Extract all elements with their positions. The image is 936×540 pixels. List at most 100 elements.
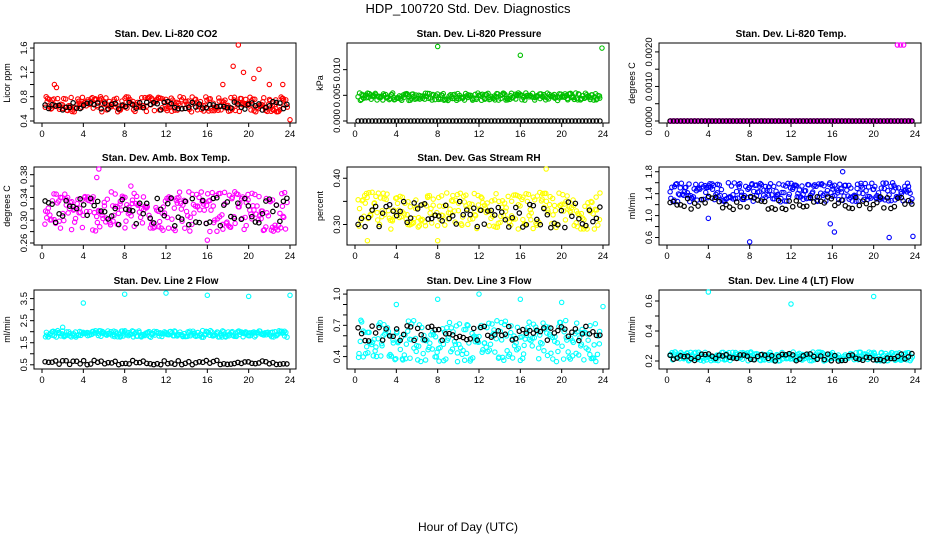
secondary-point — [435, 118, 442, 124]
secondary-point — [530, 330, 537, 336]
outlier-point — [788, 301, 794, 307]
secondary-point — [905, 197, 912, 204]
data-point — [47, 212, 53, 218]
panel-y-label: degrees C — [627, 62, 637, 104]
data-point — [243, 222, 249, 229]
data-point — [765, 192, 772, 199]
data-point — [174, 200, 181, 206]
secondary-point — [849, 118, 856, 124]
secondary-point — [891, 203, 898, 210]
secondary-point — [730, 118, 736, 124]
outlier-point — [705, 215, 712, 222]
plot-frame — [33, 166, 297, 246]
x-tick-label: 8 — [122, 375, 127, 386]
secondary-point — [418, 331, 424, 338]
secondary-point — [569, 118, 575, 124]
secondary-point — [365, 338, 372, 344]
secondary-point — [418, 118, 424, 124]
secondary-point — [143, 200, 150, 207]
data-point — [281, 189, 288, 196]
panel-y-label: ml/min — [627, 316, 637, 343]
data-point — [374, 209, 380, 216]
data-point — [93, 213, 100, 220]
y-tick-label: 2.5 — [19, 314, 30, 327]
secondary-point — [221, 202, 227, 208]
secondary-point — [814, 118, 821, 124]
data-point — [463, 350, 470, 357]
plot-frame — [658, 166, 922, 246]
x-tick-label: 4 — [81, 129, 86, 140]
data-point — [463, 192, 469, 198]
secondary-point — [119, 360, 125, 367]
outlier-point — [434, 296, 441, 303]
data-point — [222, 97, 228, 103]
data-point — [443, 190, 450, 196]
x-tick-label: 8 — [747, 129, 752, 140]
secondary-point — [548, 325, 554, 331]
x-tick-label: 20 — [868, 129, 879, 140]
data-point — [513, 347, 520, 353]
data-point — [543, 190, 549, 197]
x-tick-label: 8 — [435, 251, 440, 262]
x-tick-label: 16 — [827, 129, 838, 140]
secondary-point — [667, 352, 673, 359]
x-tick-label: 0 — [39, 251, 44, 262]
secondary-point — [849, 205, 856, 212]
data-point — [786, 191, 793, 198]
outlier-point — [53, 84, 60, 91]
secondary-point — [562, 118, 568, 124]
secondary-point — [895, 195, 901, 201]
secondary-point — [376, 223, 382, 230]
secondary-point — [527, 327, 533, 334]
data-point — [279, 190, 285, 197]
panel-2: Stan. Dev. Li-820 Pressure kPa 0 4 8 12 16 20 24… — [315, 29, 610, 140]
data-point — [716, 182, 723, 188]
series-secondary — [667, 118, 915, 124]
secondary-point — [235, 359, 241, 366]
secondary-point — [484, 208, 491, 214]
secondary-point — [726, 354, 733, 361]
data-point — [550, 356, 556, 362]
data-point — [738, 189, 745, 195]
outlier-point — [204, 237, 211, 243]
secondary-point — [835, 200, 842, 206]
secondary-point — [481, 221, 488, 227]
data-point — [210, 203, 216, 209]
secondary-point — [249, 360, 255, 367]
secondary-point — [362, 118, 368, 124]
panel-9: Stan. Dev. Line 4 (LT) Flow ml/min 0 4 8 12 16… — [627, 276, 922, 386]
secondary-point — [421, 337, 428, 343]
y-tick-label: 0.0000 — [644, 106, 655, 135]
data-point — [209, 189, 215, 196]
secondary-point — [765, 118, 772, 124]
data-point — [240, 334, 246, 340]
secondary-point — [453, 118, 460, 124]
secondary-point — [902, 118, 908, 124]
data-point — [415, 343, 422, 349]
data-point — [191, 210, 197, 216]
data-point — [88, 198, 95, 205]
data-point — [429, 97, 435, 103]
data-point — [472, 212, 479, 219]
secondary-point — [523, 118, 530, 124]
data-point — [365, 350, 371, 356]
data-point — [535, 355, 542, 362]
data-point — [356, 205, 363, 212]
outlier-point — [543, 166, 549, 172]
data-point — [45, 205, 52, 211]
secondary-point — [846, 205, 852, 211]
secondary-point — [544, 118, 551, 124]
secondary-point — [832, 352, 838, 359]
secondary-point — [147, 360, 154, 367]
data-point — [253, 211, 259, 217]
secondary-point — [119, 196, 125, 203]
data-point — [123, 218, 129, 224]
secondary-point — [355, 221, 361, 228]
data-point — [486, 223, 492, 229]
secondary-point — [670, 118, 677, 124]
data-point — [137, 214, 144, 221]
x-tick-label: 20 — [868, 251, 879, 262]
secondary-point — [726, 118, 733, 124]
secondary-point — [207, 101, 213, 108]
data-point — [450, 192, 456, 199]
